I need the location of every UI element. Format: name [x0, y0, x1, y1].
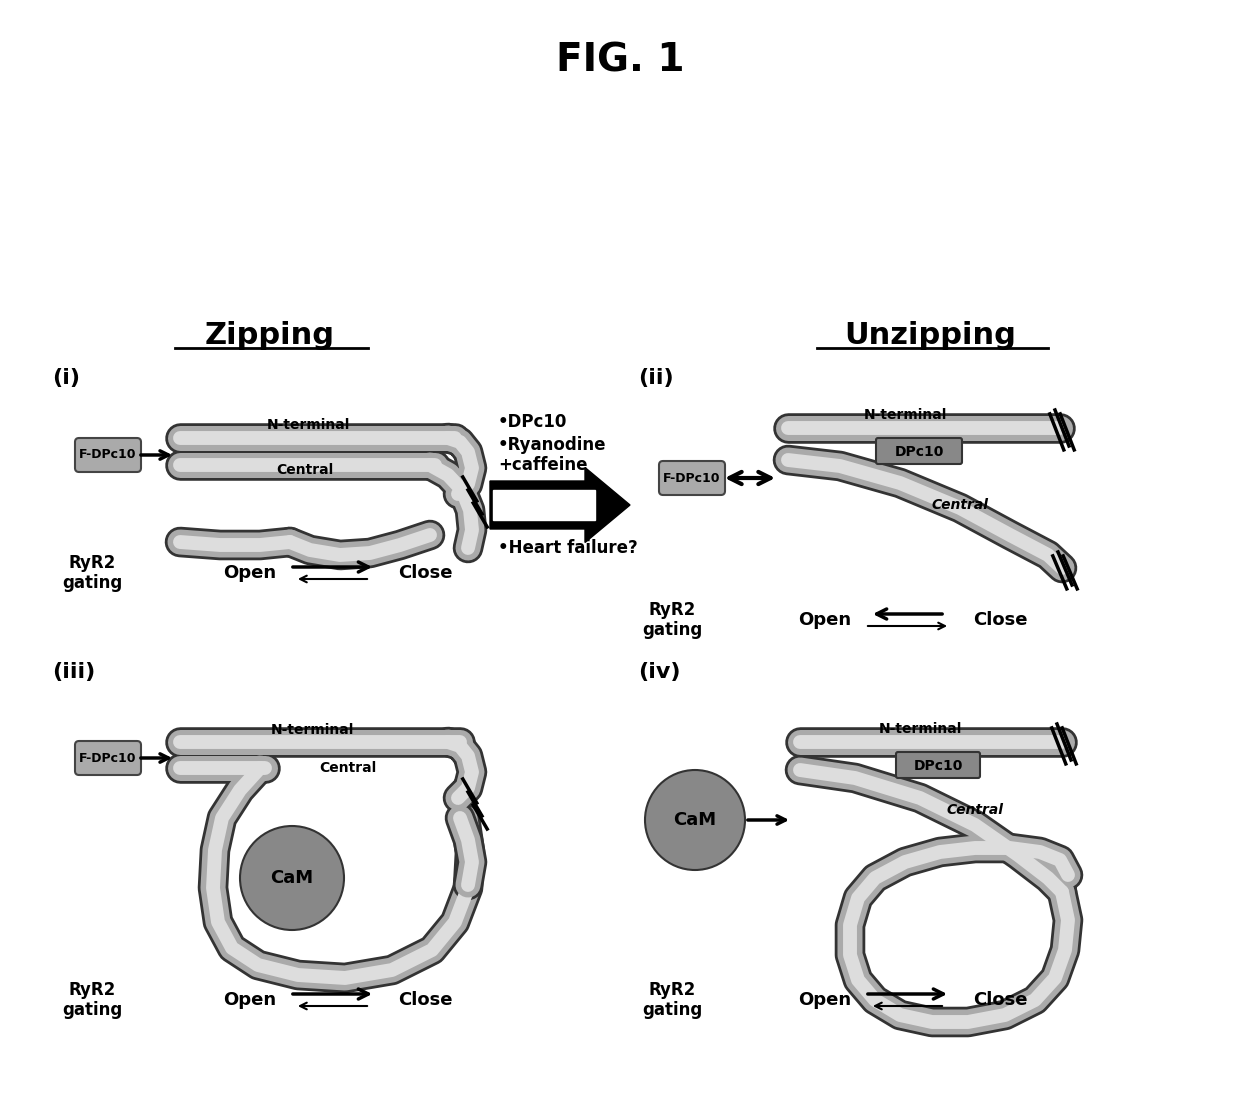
Text: DPc10: DPc10 [914, 759, 962, 773]
Text: RyR2
gating: RyR2 gating [62, 554, 122, 592]
Text: RyR2
gating: RyR2 gating [642, 600, 702, 640]
Text: Open: Open [799, 611, 852, 629]
Text: Central: Central [277, 463, 334, 477]
Circle shape [241, 826, 343, 930]
Text: F-DPc10: F-DPc10 [79, 449, 136, 462]
Text: (i): (i) [52, 367, 81, 388]
Text: CaM: CaM [673, 811, 717, 829]
Text: FIG. 1: FIG. 1 [556, 41, 684, 79]
FancyBboxPatch shape [897, 753, 980, 778]
Text: Close: Close [972, 611, 1027, 629]
Text: Zipping: Zipping [205, 320, 335, 350]
Text: •Heart failure?: •Heart failure? [498, 539, 637, 557]
FancyBboxPatch shape [74, 438, 141, 472]
Text: N-terminal: N-terminal [267, 418, 350, 432]
FancyArrow shape [494, 490, 595, 520]
FancyBboxPatch shape [658, 461, 725, 495]
Text: •Ryanodine: •Ryanodine [498, 436, 606, 454]
FancyBboxPatch shape [875, 438, 962, 464]
Text: (iii): (iii) [52, 661, 95, 682]
Text: CaM: CaM [270, 869, 314, 887]
Text: (iv): (iv) [639, 661, 681, 682]
Text: N-terminal: N-terminal [270, 723, 353, 737]
Text: F-DPc10: F-DPc10 [663, 472, 720, 485]
Text: Open: Open [223, 991, 277, 1009]
Text: N-terminal: N-terminal [863, 408, 946, 422]
Text: Central: Central [946, 803, 1003, 817]
Circle shape [645, 770, 745, 870]
Text: +caffeine: +caffeine [498, 456, 588, 474]
Text: Close: Close [972, 991, 1027, 1009]
Text: Open: Open [223, 564, 277, 583]
Text: F-DPc10: F-DPc10 [79, 751, 136, 765]
Text: Open: Open [799, 991, 852, 1009]
Text: (ii): (ii) [639, 367, 673, 388]
Text: •DPc10: •DPc10 [498, 412, 568, 431]
Text: Central: Central [320, 761, 377, 774]
Text: Close: Close [398, 991, 453, 1009]
Text: N-terminal: N-terminal [878, 722, 962, 736]
Text: Close: Close [398, 564, 453, 583]
FancyBboxPatch shape [74, 740, 141, 774]
FancyArrow shape [490, 467, 630, 543]
Text: RyR2
gating: RyR2 gating [62, 981, 122, 1019]
Text: RyR2
gating: RyR2 gating [642, 981, 702, 1019]
Text: Unzipping: Unzipping [844, 320, 1016, 350]
Text: Central: Central [931, 498, 988, 512]
Text: DPc10: DPc10 [894, 445, 944, 459]
